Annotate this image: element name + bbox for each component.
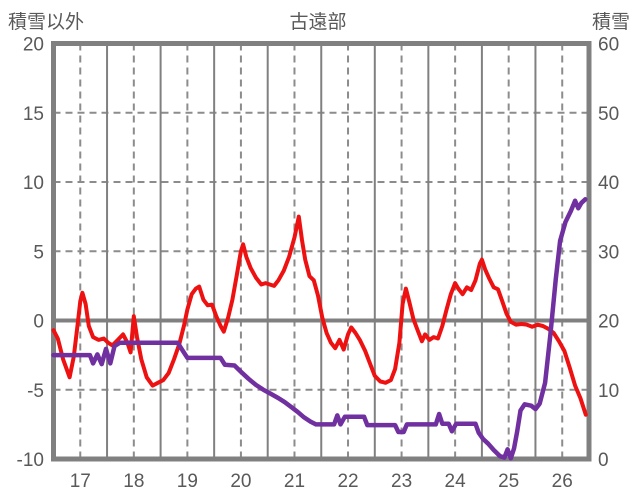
gridlines — [53, 43, 589, 459]
y-left-tick-label: -5 — [27, 381, 44, 402]
x-tick-label: 21 — [284, 471, 305, 492]
left-axis-title: 積雪以外 — [8, 12, 85, 33]
x-tick-label: 25 — [498, 471, 519, 492]
y-right-tick-label: 20 — [598, 312, 619, 333]
y-right-tick-label: 10 — [598, 381, 619, 402]
y-left-tick-label: 5 — [33, 242, 44, 263]
y-right-tick-label: 0 — [598, 450, 609, 471]
y-left-tick-label: 15 — [23, 104, 44, 125]
chart-title: 古遠部 — [289, 12, 347, 33]
x-tick-label: 19 — [177, 471, 198, 492]
y-right-tick-label: 60 — [598, 35, 619, 56]
x-tick-label: 23 — [391, 471, 412, 492]
x-tick-label: 17 — [70, 471, 91, 492]
y-left-tick-label: 0 — [33, 312, 44, 333]
y-right-tick-label: 30 — [598, 242, 619, 263]
x-tick-label: 22 — [337, 471, 358, 492]
y-left-tick-label: 20 — [23, 35, 44, 56]
x-tick-label: 18 — [123, 471, 144, 492]
snow-depth-line — [51, 197, 588, 461]
right-axis-title: 積雪 — [591, 12, 630, 33]
x-tick-label: 20 — [230, 471, 251, 492]
plot-border — [51, 41, 592, 462]
y-left-tick-label: 10 — [23, 173, 44, 194]
y-left-tick-label: -10 — [17, 450, 44, 471]
y-right-tick-label: 40 — [598, 173, 619, 194]
y-right-tick-label: 50 — [598, 104, 619, 125]
x-tick-label: 24 — [445, 471, 467, 492]
x-tick-label: 26 — [552, 471, 573, 492]
